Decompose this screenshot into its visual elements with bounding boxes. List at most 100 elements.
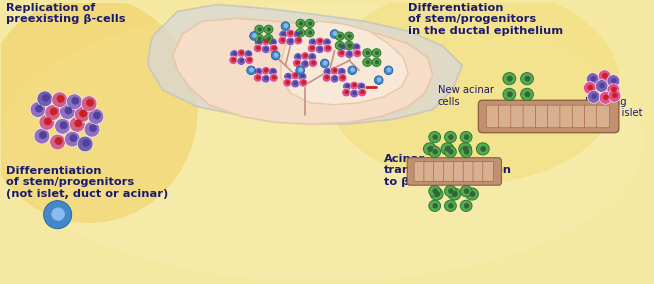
Ellipse shape (433, 135, 438, 139)
Ellipse shape (254, 38, 263, 47)
Ellipse shape (303, 54, 307, 57)
Ellipse shape (348, 34, 351, 38)
Ellipse shape (86, 99, 94, 106)
Ellipse shape (338, 74, 347, 82)
Ellipse shape (464, 189, 469, 193)
Ellipse shape (250, 68, 254, 72)
Ellipse shape (284, 24, 288, 28)
Ellipse shape (271, 51, 280, 60)
Ellipse shape (598, 70, 611, 83)
Ellipse shape (264, 76, 268, 80)
Ellipse shape (254, 68, 263, 76)
Ellipse shape (271, 69, 275, 73)
Ellipse shape (595, 80, 608, 92)
Ellipse shape (460, 146, 472, 157)
Ellipse shape (55, 118, 71, 134)
Ellipse shape (294, 74, 298, 77)
Ellipse shape (67, 94, 82, 110)
FancyBboxPatch shape (434, 162, 445, 181)
Ellipse shape (80, 110, 87, 117)
Ellipse shape (232, 58, 236, 61)
Ellipse shape (600, 83, 604, 88)
Ellipse shape (604, 95, 608, 100)
Ellipse shape (286, 74, 290, 78)
Ellipse shape (366, 51, 370, 55)
Ellipse shape (433, 189, 438, 193)
Ellipse shape (336, 32, 344, 40)
Ellipse shape (307, 44, 317, 53)
Ellipse shape (583, 82, 596, 94)
Ellipse shape (508, 76, 512, 81)
Ellipse shape (385, 66, 393, 75)
Ellipse shape (372, 58, 381, 66)
FancyBboxPatch shape (424, 162, 435, 181)
Ellipse shape (587, 90, 600, 103)
Ellipse shape (476, 143, 489, 155)
Ellipse shape (301, 74, 305, 78)
Ellipse shape (229, 56, 238, 64)
Ellipse shape (375, 51, 379, 55)
Ellipse shape (326, 69, 330, 73)
Ellipse shape (323, 68, 332, 76)
Ellipse shape (322, 38, 332, 47)
Ellipse shape (377, 78, 381, 82)
Ellipse shape (301, 60, 309, 68)
Ellipse shape (65, 131, 80, 147)
Ellipse shape (271, 40, 275, 43)
Ellipse shape (240, 51, 244, 55)
Ellipse shape (503, 73, 516, 85)
Ellipse shape (508, 92, 512, 97)
Ellipse shape (75, 120, 82, 127)
Ellipse shape (323, 61, 327, 65)
Ellipse shape (330, 30, 339, 38)
Ellipse shape (466, 188, 478, 200)
Ellipse shape (599, 91, 612, 104)
Ellipse shape (262, 67, 270, 75)
FancyBboxPatch shape (453, 162, 464, 181)
Ellipse shape (318, 39, 322, 43)
FancyBboxPatch shape (443, 162, 455, 181)
Ellipse shape (337, 43, 347, 51)
Ellipse shape (274, 53, 278, 57)
Ellipse shape (435, 191, 439, 197)
Ellipse shape (348, 66, 356, 75)
Ellipse shape (88, 108, 104, 124)
Ellipse shape (323, 44, 332, 53)
Ellipse shape (348, 44, 351, 47)
FancyBboxPatch shape (536, 105, 548, 128)
Ellipse shape (252, 34, 256, 37)
Ellipse shape (294, 82, 298, 85)
Ellipse shape (592, 94, 596, 99)
Ellipse shape (90, 125, 97, 132)
Ellipse shape (257, 69, 261, 73)
Ellipse shape (301, 81, 305, 84)
Ellipse shape (318, 47, 322, 51)
Ellipse shape (345, 84, 350, 88)
Ellipse shape (481, 146, 486, 151)
Ellipse shape (525, 76, 530, 81)
Ellipse shape (464, 149, 469, 154)
Ellipse shape (464, 135, 469, 139)
FancyBboxPatch shape (473, 162, 484, 181)
Ellipse shape (52, 92, 67, 108)
Ellipse shape (30, 102, 46, 118)
Ellipse shape (322, 74, 331, 82)
Ellipse shape (460, 185, 472, 197)
Text: Budding
of new islet: Budding of new islet (585, 97, 642, 118)
Ellipse shape (311, 61, 315, 64)
Ellipse shape (433, 203, 438, 208)
Ellipse shape (309, 22, 312, 25)
Ellipse shape (45, 105, 61, 120)
Ellipse shape (430, 188, 443, 200)
Ellipse shape (470, 191, 475, 197)
Text: New acinar
cells: New acinar cells (438, 85, 494, 107)
Ellipse shape (460, 200, 472, 211)
Ellipse shape (247, 66, 256, 75)
Ellipse shape (342, 88, 351, 97)
Ellipse shape (247, 52, 251, 55)
Ellipse shape (264, 34, 273, 43)
Ellipse shape (350, 81, 358, 90)
Ellipse shape (281, 22, 290, 30)
Ellipse shape (333, 68, 337, 72)
Ellipse shape (315, 37, 324, 45)
